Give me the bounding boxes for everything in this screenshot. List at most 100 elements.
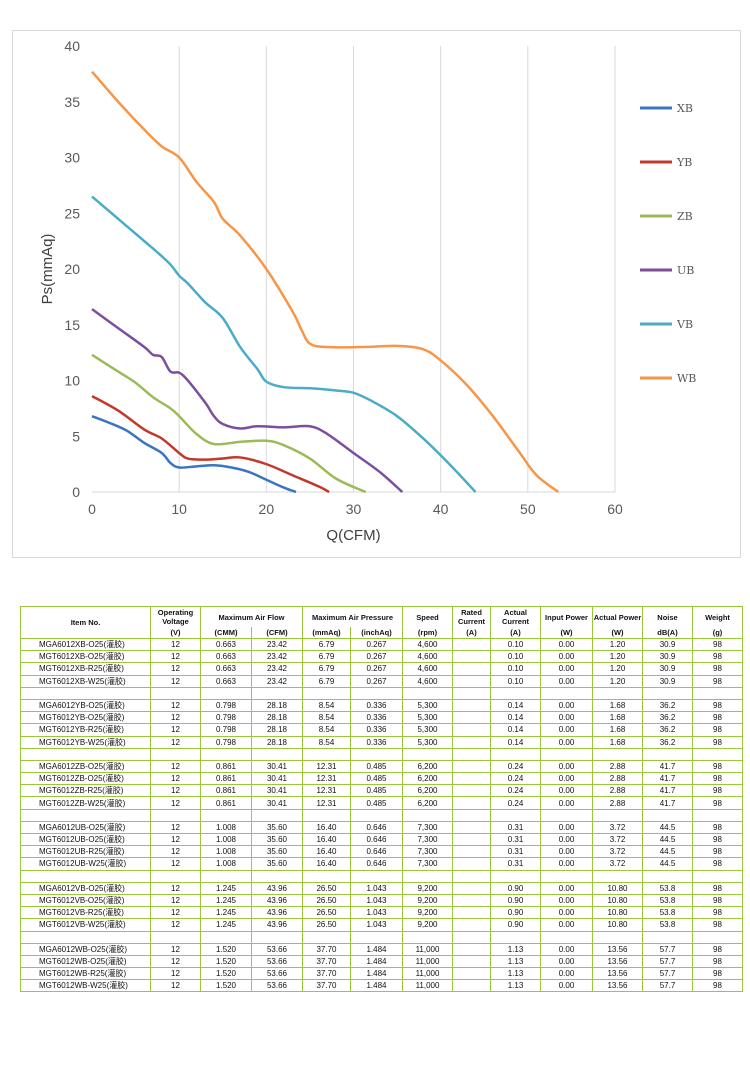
empty-cell [350,930,403,944]
value-cell: 36.2 [642,735,693,749]
value-cell: 1.520 [200,954,252,969]
empty-cell [642,930,693,944]
value-cell: 0.31 [490,857,541,871]
value-cell [452,674,491,688]
legend-label-vb: VB [676,318,693,331]
y-axis-label: Ps(mmAq) [39,234,56,305]
table-row: MGT6012YB-W25(灌胶) 12 0.798 28.18 8.54 0.336 5,… [20,735,743,749]
value-cell: 0.00 [540,820,593,835]
value-cell: 12 [150,735,201,749]
value-cell [452,857,491,871]
value-cell: 9,200 [402,918,453,932]
value-cell: 1.245 [200,906,252,920]
value-cell [452,772,491,786]
empty-cell [402,686,453,700]
value-cell [452,967,491,981]
empty-cell [200,869,252,883]
value-cell [452,820,491,835]
value-cell: 11,000 [402,954,453,969]
column-header: Noise [642,606,693,627]
empty-cell [490,808,541,822]
value-cell: 12 [150,979,201,993]
value-cell: 13.56 [592,954,643,969]
value-cell: 12 [150,772,201,786]
table-row: MGA6012YB-O25(灌胶) 12 0.798 28.18 8.54 0.336 5,… [20,698,743,713]
empty-cell [200,686,252,700]
value-cell: 11,000 [402,967,453,981]
value-cell: 0.14 [490,735,541,749]
table-row: MGA6012WB-O25(灌胶) 12 1.520 53.66 37.70 1.484 1… [20,942,743,956]
value-cell: 0.00 [540,893,593,908]
table-row: MGT6012ZB-O25(灌胶) 12 0.861 30.41 12.31 0.485 6… [20,772,743,786]
value-cell: 0.485 [350,796,403,810]
item-no-cell: MGT6012WB-O25(灌胶) [20,954,151,969]
item-no-cell: MGT6012XB-W25(灌胶) [20,674,151,688]
value-cell: 41.7 [642,796,693,810]
value-cell: 30.9 [642,650,693,664]
value-cell: 12 [150,674,201,688]
value-cell: 0.10 [490,637,541,652]
legend-label-xb: XB [677,102,693,115]
empty-cell [452,747,491,761]
value-cell: 98 [692,759,743,774]
value-cell: 28.18 [251,735,303,749]
empty-cell [592,930,643,944]
table-row: MGA6012UB-O25(灌胶) 12 1.008 35.60 16.40 0.646 7… [20,820,743,835]
value-cell: 53.8 [642,881,693,895]
series-line-ub [91,308,404,493]
value-cell: 8.54 [302,723,351,737]
value-cell: 0.798 [200,735,252,749]
empty-cell [150,930,201,944]
value-cell: 44.5 [642,845,693,859]
value-cell: 0.485 [350,784,403,798]
value-cell: 0.00 [540,650,593,664]
empty-cell [350,686,403,700]
value-cell: 12.31 [302,784,351,798]
table-row: MGT6012XB-R25(灌胶) 12 0.663 23.42 6.79 0.267 4,… [20,662,743,676]
value-cell [452,881,491,895]
value-cell: 0.663 [200,674,252,688]
empty-cell [540,869,593,883]
series-line-zb [91,353,367,494]
value-cell: 98 [692,784,743,798]
value-cell: 12 [150,698,201,713]
value-cell: 1.20 [592,674,643,688]
empty-cell [251,869,303,883]
legend-label-ub: UB [677,264,694,277]
value-cell: 0.336 [350,698,403,713]
empty-cell [150,747,201,761]
value-cell: 57.7 [642,942,693,956]
value-cell: 0.00 [540,796,593,810]
value-cell: 44.5 [642,820,693,835]
value-cell: 28.18 [251,698,303,713]
unit-cell: (V) [150,627,201,639]
value-cell: 1.13 [490,942,541,956]
value-cell: 23.42 [251,662,303,676]
empty-cell [692,747,743,761]
legend-label-zb: ZB [677,210,693,223]
value-cell: 5,300 [402,723,453,737]
value-cell: 1.043 [350,893,403,908]
y-tick-label: 30 [64,150,80,166]
value-cell: 53.8 [642,893,693,908]
empty-cell [452,869,491,883]
value-cell: 12 [150,881,201,895]
empty-cell [540,930,593,944]
value-cell: 12 [150,784,201,798]
value-cell: 1.245 [200,918,252,932]
item-no-cell: MGT6012ZB-R25(灌胶) [20,784,151,798]
value-cell: 43.96 [251,906,303,920]
x-tick-label: 20 [259,501,275,517]
value-cell: 0.00 [540,759,593,774]
value-cell: 16.40 [302,832,351,847]
value-cell: 98 [692,845,743,859]
item-no-cell: MGT6012VB-O25(灌胶) [20,893,151,908]
value-cell: 0.00 [540,772,593,786]
empty-cell [150,869,201,883]
value-cell: 30.9 [642,637,693,652]
value-cell: 26.50 [302,906,351,920]
value-cell: 13.56 [592,967,643,981]
value-cell: 1.008 [200,832,252,847]
value-cell: 41.7 [642,759,693,774]
series-line-xb [91,415,297,494]
